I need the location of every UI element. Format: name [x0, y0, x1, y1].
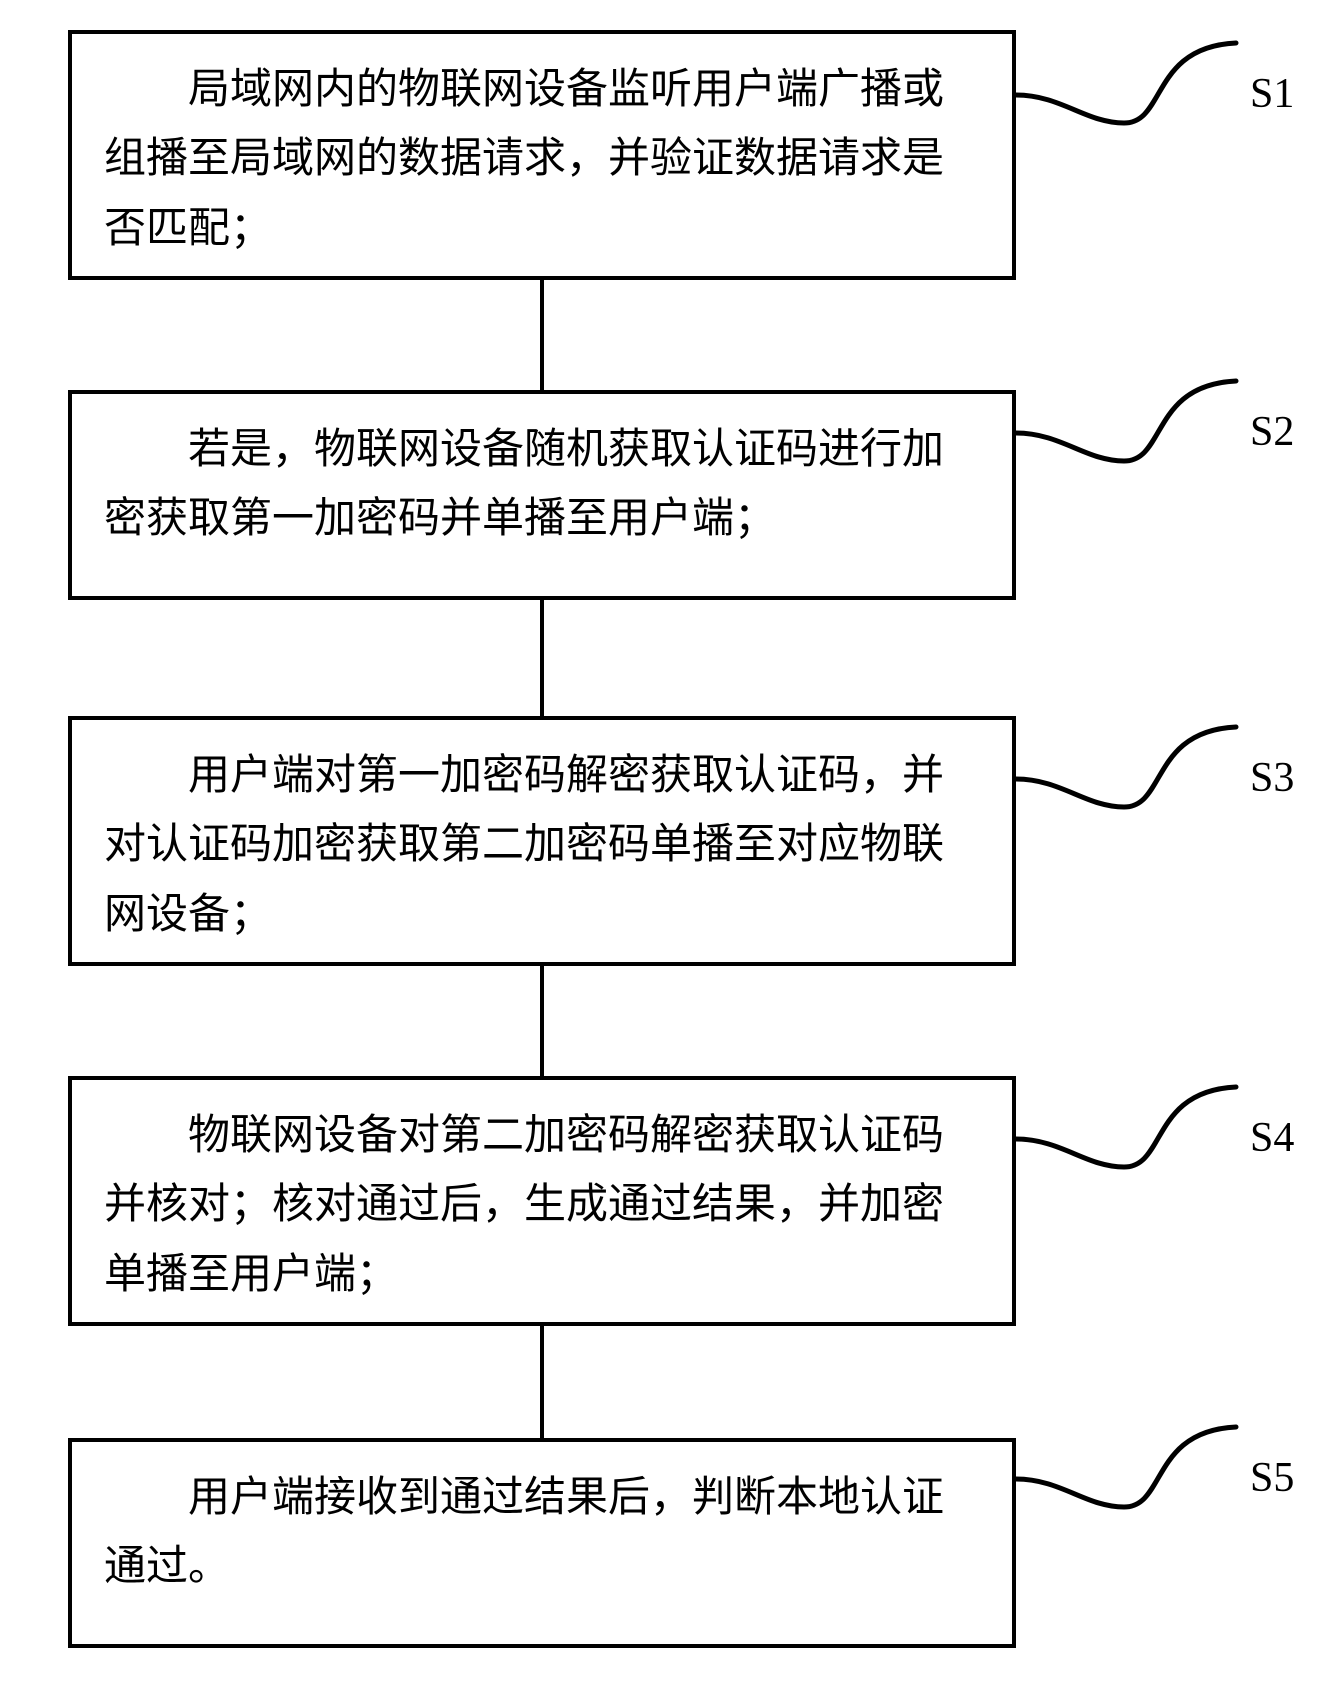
flow-node-s1-text: 局域网内的物联网设备监听用户端广播或组播至局域网的数据请求，并验证数据请求是否匹…	[104, 56, 980, 264]
callout-s2	[1016, 375, 1236, 485]
flow-node-s4: 物联网设备对第二加密码解密获取认证码并核对；核对通过后，生成通过结果，并加密单播…	[68, 1076, 1016, 1326]
step-label-s1: S1	[1250, 70, 1294, 118]
flow-node-s4-text: 物联网设备对第二加密码解密获取认证码并核对；核对通过后，生成通过结果，并加密单播…	[104, 1102, 980, 1310]
callout-s5	[1016, 1421, 1236, 1531]
flow-node-s1: 局域网内的物联网设备监听用户端广播或组播至局域网的数据请求，并验证数据请求是否匹…	[68, 30, 1016, 280]
callout-s1	[1016, 37, 1236, 147]
connector-s3-s4	[540, 966, 544, 1076]
flow-node-s2: 若是，物联网设备随机获取认证码进行加密获取第一加密码并单播至用户端；	[68, 390, 1016, 600]
flow-node-s5-text: 用户端接收到通过结果后，判断本地认证通过。	[104, 1464, 980, 1603]
connector-s2-s3	[540, 600, 544, 716]
step-label-s4: S4	[1250, 1114, 1294, 1162]
step-label-s5: S5	[1250, 1454, 1294, 1502]
flow-node-s3-text: 用户端对第一加密码解密获取认证码，并对认证码加密获取第二加密码单播至对应物联网设…	[104, 742, 980, 950]
connector-s4-s5	[540, 1326, 544, 1438]
step-label-s3: S3	[1250, 754, 1294, 802]
flowchart-canvas: 局域网内的物联网设备监听用户端广播或组播至局域网的数据请求，并验证数据请求是否匹…	[0, 0, 1324, 1688]
flow-node-s3: 用户端对第一加密码解密获取认证码，并对认证码加密获取第二加密码单播至对应物联网设…	[68, 716, 1016, 966]
callout-s4	[1016, 1081, 1236, 1191]
callout-s3	[1016, 721, 1236, 831]
flow-node-s5: 用户端接收到通过结果后，判断本地认证通过。	[68, 1438, 1016, 1648]
flow-node-s2-text: 若是，物联网设备随机获取认证码进行加密获取第一加密码并单播至用户端；	[104, 416, 980, 555]
step-label-s2: S2	[1250, 408, 1294, 456]
connector-s1-s2	[540, 280, 544, 390]
